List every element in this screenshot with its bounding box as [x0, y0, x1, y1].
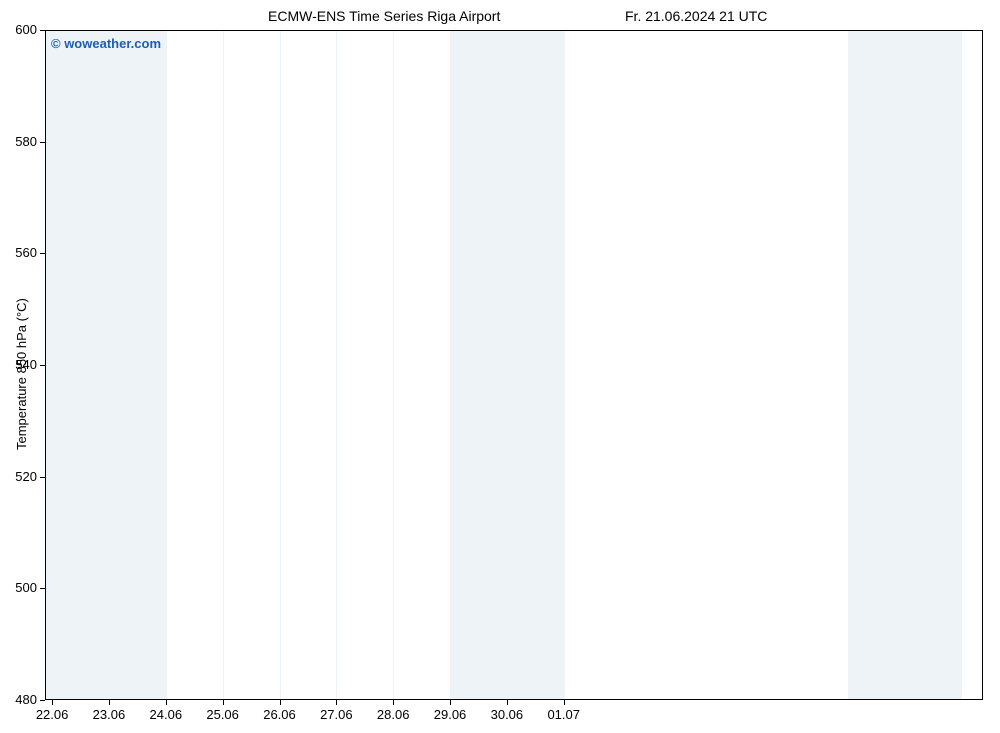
y-tick-label: 580 [0, 134, 37, 149]
weekend-band [848, 30, 962, 700]
x-tick-label: 25.06 [198, 707, 248, 722]
y-tick-label: 520 [0, 469, 37, 484]
y-tick-label: 540 [0, 357, 37, 372]
x-gridline [109, 30, 110, 700]
y-tick-label: 500 [0, 580, 37, 595]
x-gridline [564, 30, 565, 700]
watermark: © woweather.com [51, 36, 161, 51]
x-gridline [507, 30, 508, 700]
x-tick-label: 27.06 [311, 707, 361, 722]
x-gridline [336, 30, 337, 700]
axis-border-left [45, 30, 46, 700]
x-tick-mark [564, 700, 565, 705]
y-tick-label: 600 [0, 22, 37, 37]
weekend-band [45, 30, 166, 700]
y-tick-label: 560 [0, 245, 37, 260]
x-tick-label: 24.06 [141, 707, 191, 722]
y-tick-mark [40, 588, 45, 589]
x-gridline [166, 30, 167, 700]
y-tick-mark [40, 30, 45, 31]
x-tick-label: 23.06 [84, 707, 134, 722]
x-tick-label: 28.06 [368, 707, 418, 722]
chart-container: ECMW-ENS Time Series Riga Airport Fr. 21… [0, 0, 1000, 733]
x-tick-label: 30.06 [482, 707, 532, 722]
x-tick-mark [280, 700, 281, 705]
x-gridline [450, 30, 451, 700]
y-tick-mark [40, 365, 45, 366]
x-tick-label: 29.06 [425, 707, 475, 722]
y-tick-mark [40, 142, 45, 143]
x-tick-mark [223, 700, 224, 705]
x-gridline [52, 30, 53, 700]
x-tick-label: 26.06 [255, 707, 305, 722]
y-tick-mark [40, 477, 45, 478]
axis-border-top [45, 30, 983, 31]
x-gridline [393, 30, 394, 700]
x-gridline [280, 30, 281, 700]
x-tick-mark [336, 700, 337, 705]
x-gridline [223, 30, 224, 700]
chart-title-left: ECMW-ENS Time Series Riga Airport [268, 8, 500, 24]
y-tick-mark [40, 700, 45, 701]
x-tick-mark [109, 700, 110, 705]
x-tick-mark [507, 700, 508, 705]
y-tick-mark [40, 253, 45, 254]
plot-area: © woweather.com [45, 30, 983, 700]
axis-border-right [982, 30, 983, 700]
chart-title-right: Fr. 21.06.2024 21 UTC [625, 8, 767, 24]
x-tick-mark [166, 700, 167, 705]
x-tick-mark [52, 700, 53, 705]
x-tick-mark [393, 700, 394, 705]
y-tick-label: 480 [0, 692, 37, 707]
x-tick-mark [450, 700, 451, 705]
y-axis-label: Temperature 850 hPa (°C) [14, 298, 29, 450]
x-tick-label: 01.07 [539, 707, 589, 722]
axis-border-bottom [45, 699, 983, 700]
x-tick-label: 22.06 [27, 707, 77, 722]
